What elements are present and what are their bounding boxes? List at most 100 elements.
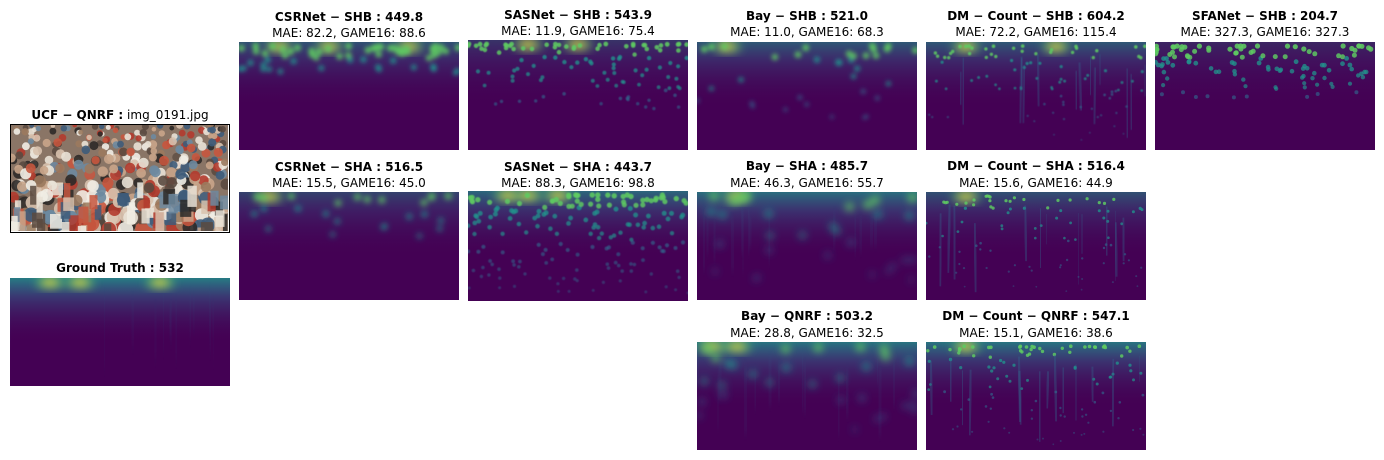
density-blob [529,46,535,52]
density-blob [1282,54,1288,60]
crowd-person [29,125,35,128]
density-blob [487,199,493,205]
density-blob [535,223,540,229]
density-blob [1003,427,1006,430]
density-blob [318,64,325,72]
density-blob [649,272,653,276]
density-blob [1095,382,1099,386]
density-blob [948,51,953,56]
density-blob [984,194,988,198]
density-blob [603,41,609,47]
crowd-person [168,137,177,146]
density-blob [1049,50,1053,54]
density-blob [406,213,413,220]
crowd-person [139,129,147,137]
density-blob [1081,415,1084,418]
density-blob [946,115,950,119]
density-blob [1080,408,1084,411]
density-blob [544,261,549,265]
panel-metrics: MAE: 15.6, GAME16: 44.9 [959,176,1113,190]
crowd-person [148,153,157,162]
crowd-body [168,193,178,214]
density-blob [512,263,516,267]
density-blob [1136,285,1139,288]
crowd-body [117,193,129,206]
density-blob [808,380,817,389]
density-blob [1274,66,1280,72]
density-blob [700,45,708,53]
density-streak [877,367,883,436]
density-blob [855,342,866,352]
density-blob [908,277,915,283]
density-blob [987,194,991,198]
density-blob [541,94,546,99]
density-streak [717,360,723,400]
density-streak [837,372,841,436]
density-blob [868,42,876,50]
density-blob [601,280,605,284]
density-blob [781,344,791,354]
density-blob [719,391,727,399]
crowd-person [78,129,84,135]
density-blob [620,193,626,200]
density-blob [1085,197,1089,201]
crowd-body [223,214,229,232]
density-blob [1142,433,1145,436]
density-blob [632,52,637,57]
density-blob [1140,70,1144,74]
density-streak [858,218,863,252]
density-blob [553,41,558,47]
density-map [1155,42,1375,150]
source-image-panel: UCF − QNRF : img_0191.jpg [10,108,230,234]
density-blob [575,252,580,257]
density-blob [977,76,981,79]
density-blob [706,207,716,217]
density-blob [708,85,715,92]
density-blob [1102,430,1105,433]
density-blob [596,235,602,241]
panel-title: DM − Count − QNRF : 547.1 [942,309,1130,323]
density-blob [985,74,989,78]
density-blob [667,86,672,91]
crowd-person [162,140,171,150]
density-blob [637,82,641,87]
density-streak [952,205,957,280]
crowd-person [65,174,77,186]
density-blob [1029,347,1033,352]
density-blob [436,225,443,232]
density-blob [1326,68,1332,73]
density-blob [944,87,948,91]
density-blob [700,377,708,386]
density-blob [1008,431,1011,434]
crowd-body [63,183,71,206]
density-blob [794,51,802,58]
density-blob [972,198,976,202]
density-blob [1008,199,1012,203]
density-blob [538,78,543,83]
density-blob [568,215,573,221]
density-blob [595,46,600,51]
density-blob [1056,198,1060,202]
density-streak [768,357,773,406]
density-blob [1022,197,1026,202]
density-blob [1306,49,1312,55]
crowd-body [47,227,59,232]
density-blob [711,353,721,363]
density-blob [596,203,602,209]
density-blob [1120,81,1124,84]
density-streak [1090,366,1095,402]
density-hotspot-core [551,192,565,198]
density-hotspot-core [43,279,57,285]
map-top-glow [10,278,230,386]
density-blob [544,42,549,47]
density-blob [640,73,645,78]
density-blob [1046,206,1050,210]
density-blob [912,389,917,398]
density-blob [627,222,632,227]
density-blob [1356,43,1362,49]
density-blob [1161,56,1166,61]
density-blob [858,394,866,402]
density-blob [240,65,247,72]
crowd-person [178,155,189,165]
density-blob [1229,60,1235,65]
